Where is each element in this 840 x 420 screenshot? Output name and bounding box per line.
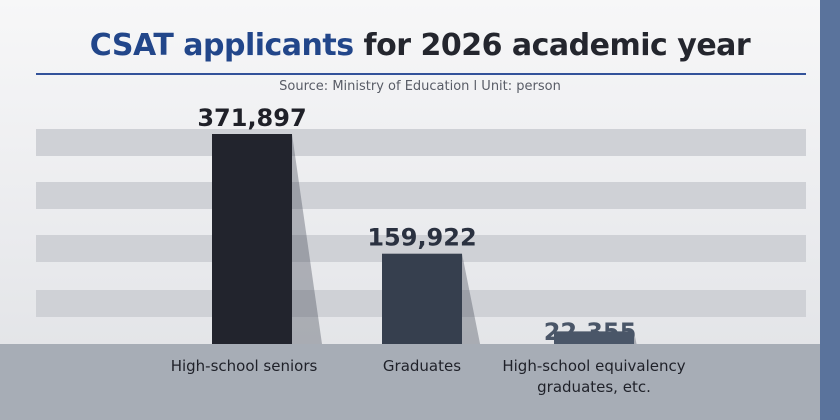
category-label-3-line-1: High-school equivalency xyxy=(502,357,685,375)
bar-shadow-1 xyxy=(292,134,322,344)
category-label-3-line-2: graduates, etc. xyxy=(537,378,651,396)
title-underline xyxy=(36,73,806,75)
chart-title-rest: for 2026 academic year xyxy=(353,28,751,63)
bar-1 xyxy=(212,134,292,344)
value-label-1: 371,897 xyxy=(197,104,306,132)
bar-2 xyxy=(382,253,462,344)
chart-title: CSAT applicants for 2026 academic year xyxy=(0,28,840,63)
chart-subtitle: Source: Ministry of Education l Unit: pe… xyxy=(279,79,561,94)
right-edge-stripe xyxy=(820,0,840,420)
value-label-2: 159,922 xyxy=(367,224,476,252)
category-label-1: High-school seniors xyxy=(171,357,318,375)
bar-shadow-3 xyxy=(634,331,637,344)
grid-band-1 xyxy=(36,129,806,156)
bar-3 xyxy=(554,331,634,344)
grid-band-2 xyxy=(36,182,806,209)
bar-chart: 371,897 159,922 22,355 High-school seniors G… xyxy=(0,104,820,420)
chart-title-accent: CSAT applicants xyxy=(89,28,354,63)
bar-shadow-2 xyxy=(462,253,481,344)
chart-floor xyxy=(0,344,820,420)
category-label-2: Graduates xyxy=(383,357,461,375)
value-label-3: 22,355 xyxy=(544,318,637,346)
